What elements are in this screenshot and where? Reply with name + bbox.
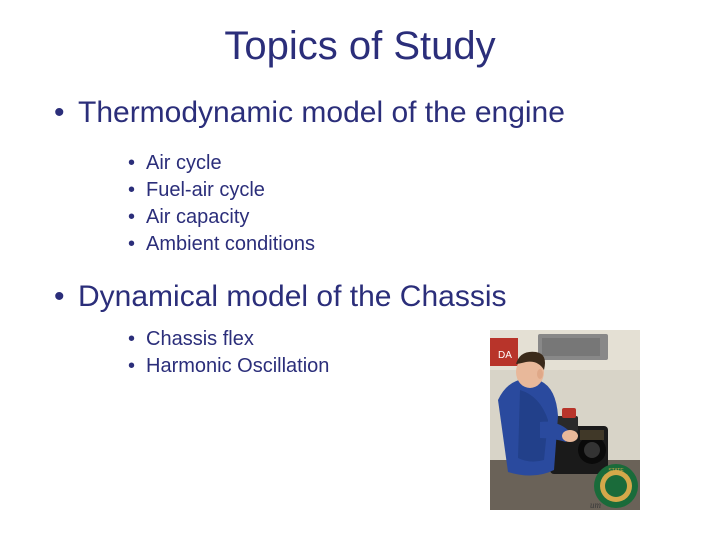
- bullet-icon: •: [54, 280, 78, 314]
- list-item: • Ambient conditions: [128, 231, 315, 258]
- list-item: • Harmonic Oscillation: [128, 353, 329, 380]
- topic-2-subitems: • Chassis flex • Harmonic Oscillation: [128, 326, 329, 380]
- subitem-label: Air cycle: [146, 150, 222, 177]
- svg-text:STATE: STATE: [608, 468, 624, 474]
- bullet-icon: •: [128, 231, 146, 258]
- bullet-icon: •: [54, 96, 78, 130]
- svg-text:DA: DA: [498, 350, 512, 361]
- list-item: • Chassis flex: [128, 326, 329, 353]
- bullet-icon: •: [128, 326, 146, 353]
- topic-2: • Dynamical model of the Chassis: [54, 280, 507, 314]
- topic-1-label: Thermodynamic model of the engine: [78, 96, 565, 130]
- slide: Topics of Study • Thermodynamic model of…: [0, 0, 720, 540]
- list-item: • Fuel-air cycle: [128, 177, 315, 204]
- list-item: • Air capacity: [128, 204, 315, 231]
- bullet-icon: •: [128, 353, 146, 380]
- bullet-icon: •: [128, 204, 146, 231]
- list-item: • Air cycle: [128, 150, 315, 177]
- slide-title: Topics of Study: [0, 24, 720, 69]
- photo-person-engine: DA: [490, 330, 640, 510]
- subitem-label: Ambient conditions: [146, 231, 315, 258]
- topic-2-label: Dynamical model of the Chassis: [78, 280, 507, 314]
- subitem-label: Air capacity: [146, 204, 249, 231]
- topic-1: • Thermodynamic model of the engine: [54, 96, 565, 130]
- svg-text:um: um: [590, 500, 602, 510]
- subitem-label: Harmonic Oscillation: [146, 353, 329, 380]
- bullet-icon: •: [128, 150, 146, 177]
- topic-1-subitems: • Air cycle • Fuel-air cycle • Air capac…: [128, 150, 315, 258]
- subitem-label: Chassis flex: [146, 326, 254, 353]
- bullet-icon: •: [128, 177, 146, 204]
- subitem-label: Fuel-air cycle: [146, 177, 265, 204]
